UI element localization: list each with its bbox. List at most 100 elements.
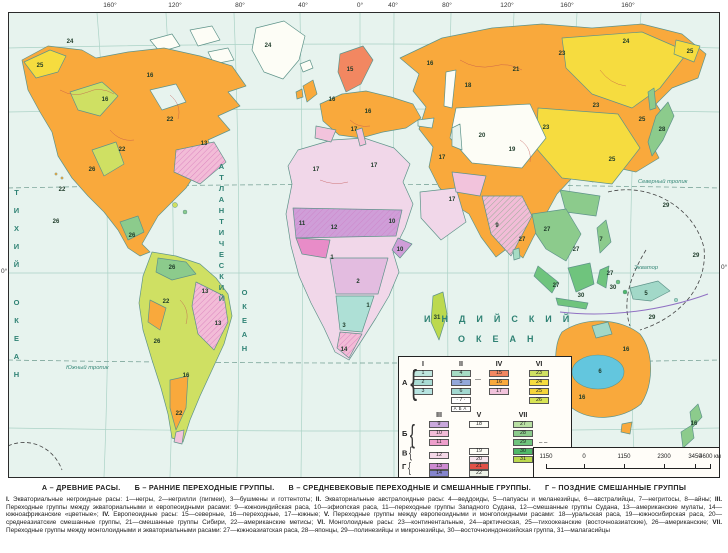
ocean-label: АТЛАНТИЧЕСКИЙ (217, 162, 226, 305)
legend-swatch: 11 (429, 439, 449, 446)
region-number: 25 (638, 117, 646, 123)
legend-swatch: 26 (529, 397, 549, 404)
region-number: 16 (578, 395, 586, 401)
legend-group-numeral: IV (495, 361, 503, 368)
new-guinea-shape (629, 280, 671, 302)
longitude-label: 160° (621, 2, 635, 9)
borneo-shape (567, 262, 595, 293)
caption-category: В – СРЕДНЕВЕКОВЫЕ ПЕРЕХОДНЫЕ И СМЕШАННЫЕ… (288, 483, 532, 492)
longitude-label: 120° (168, 2, 182, 9)
hawaii-island (60, 176, 64, 180)
map-line-label: Южный тропик (66, 365, 109, 371)
ocean-label: ИНДИЙСКИЙ (424, 314, 581, 324)
africa-shape (285, 137, 414, 361)
japan-shape (647, 101, 675, 157)
legend-group-numeral: VI (535, 361, 543, 368)
legend-swatch: 21 (469, 463, 489, 470)
region-number: 17 (350, 127, 358, 133)
legend-swatch: 29 (513, 439, 533, 446)
region-number: 27 (518, 237, 526, 243)
region-number: 17 (438, 155, 446, 161)
black-sea (417, 117, 435, 129)
caption-category: Г – ПОЗДНИЕ СМЕШАННЫЕ ГРУППЫ (545, 483, 687, 492)
ural-patch (443, 69, 457, 109)
arctic-island (149, 33, 181, 53)
legend-swatch: 24 (529, 379, 549, 386)
ocean-label: ТИХИЙ (12, 188, 21, 278)
iran-patch (451, 171, 487, 197)
scale-tick (664, 464, 665, 469)
legend-swatch: 12 (429, 452, 449, 459)
central-asia-patch (449, 103, 547, 169)
caption-header: А – ДРЕВНИЕ РАСЫ. Б – РАННИЕ ПЕРЕХОДНЫЕ Г… (6, 483, 722, 492)
region-number: 13 (214, 321, 222, 327)
legend-group-numeral: II (459, 361, 463, 368)
australia-north-patch (591, 321, 613, 339)
region-number: 23 (542, 125, 550, 131)
region-number: 26 (88, 167, 96, 173)
caribbean-island (182, 209, 188, 215)
legend-swatch: 13 (429, 463, 449, 470)
region-number: 30 (609, 285, 617, 291)
region-number: 23 (558, 51, 566, 57)
legend-row-label: Г{ (402, 459, 412, 475)
region-number: 29 (692, 253, 700, 259)
south-china-patch (559, 189, 601, 217)
hawaii-island (54, 172, 58, 176)
east-siberia-patch (561, 31, 689, 109)
legend-swatch: 4 (451, 370, 471, 377)
region-number: 21 (512, 67, 520, 73)
legend-swatch: 3 (413, 388, 433, 395)
region-number: 25 (608, 157, 616, 163)
legend-swatch: 6 (451, 388, 471, 395)
scale-bar-line (546, 468, 710, 469)
region-number: 13 (201, 289, 209, 295)
britain-shape (302, 79, 318, 103)
region-number: 16 (101, 97, 109, 103)
region-number: 23 (592, 103, 600, 109)
region-number: 26 (168, 265, 176, 271)
scale-label: 0 (582, 454, 586, 460)
scale-tick (624, 464, 625, 469)
longitude-label: 160° (103, 2, 117, 9)
longitude-label: 80° (235, 2, 245, 9)
region-number: 14 (340, 347, 348, 353)
region-number: 27 (543, 227, 551, 233)
region-number: 12 (330, 225, 338, 231)
legend-group-numeral: III (436, 412, 442, 419)
philippines-shape (596, 219, 612, 254)
legend-row-label: Б{ (402, 419, 416, 449)
region-number: 24 (264, 43, 272, 49)
java-shape (555, 297, 589, 310)
caption: А – ДРЕВНИЕ РАСЫ. Б – РАННИЕ ПЕРЕХОДНЫЕ Г… (6, 483, 722, 535)
ocean-label: ОКЕАН (12, 298, 21, 388)
legend-swatch: 18 (469, 421, 489, 428)
greenland-shape (251, 20, 306, 80)
region-number: 7 (599, 237, 603, 243)
region-number: 28 (658, 127, 666, 133)
legend-row-label: В{ (402, 444, 413, 462)
brazil-hatch (192, 282, 228, 350)
iceland-shape (299, 59, 314, 73)
iberia-patch (314, 125, 337, 143)
caribbean-island (172, 202, 178, 208)
region-number: 20 (478, 133, 486, 139)
scale-label: 1150 (539, 454, 553, 460)
legend-symbol: – – (539, 440, 548, 446)
region-number: 27 (552, 283, 560, 289)
legend-swatch: 22 (469, 470, 489, 477)
ocean-label: ОКЕАН (458, 334, 545, 344)
region-number: 5 (644, 291, 648, 297)
world-map-svg (8, 12, 720, 478)
cape-hatch (337, 332, 362, 358)
region-number: 13 (200, 141, 208, 147)
sulawesi-shape (596, 265, 610, 289)
legend-swatch: 19 (469, 448, 489, 455)
legend-swatch: 5 (451, 379, 471, 386)
europe-shape (319, 90, 422, 139)
region-number: 22 (162, 299, 170, 305)
scale-tick (710, 464, 711, 469)
longitude-label: 120° (500, 2, 514, 9)
arabia-patch (419, 187, 467, 241)
legend-row-label: А{ (402, 364, 418, 402)
